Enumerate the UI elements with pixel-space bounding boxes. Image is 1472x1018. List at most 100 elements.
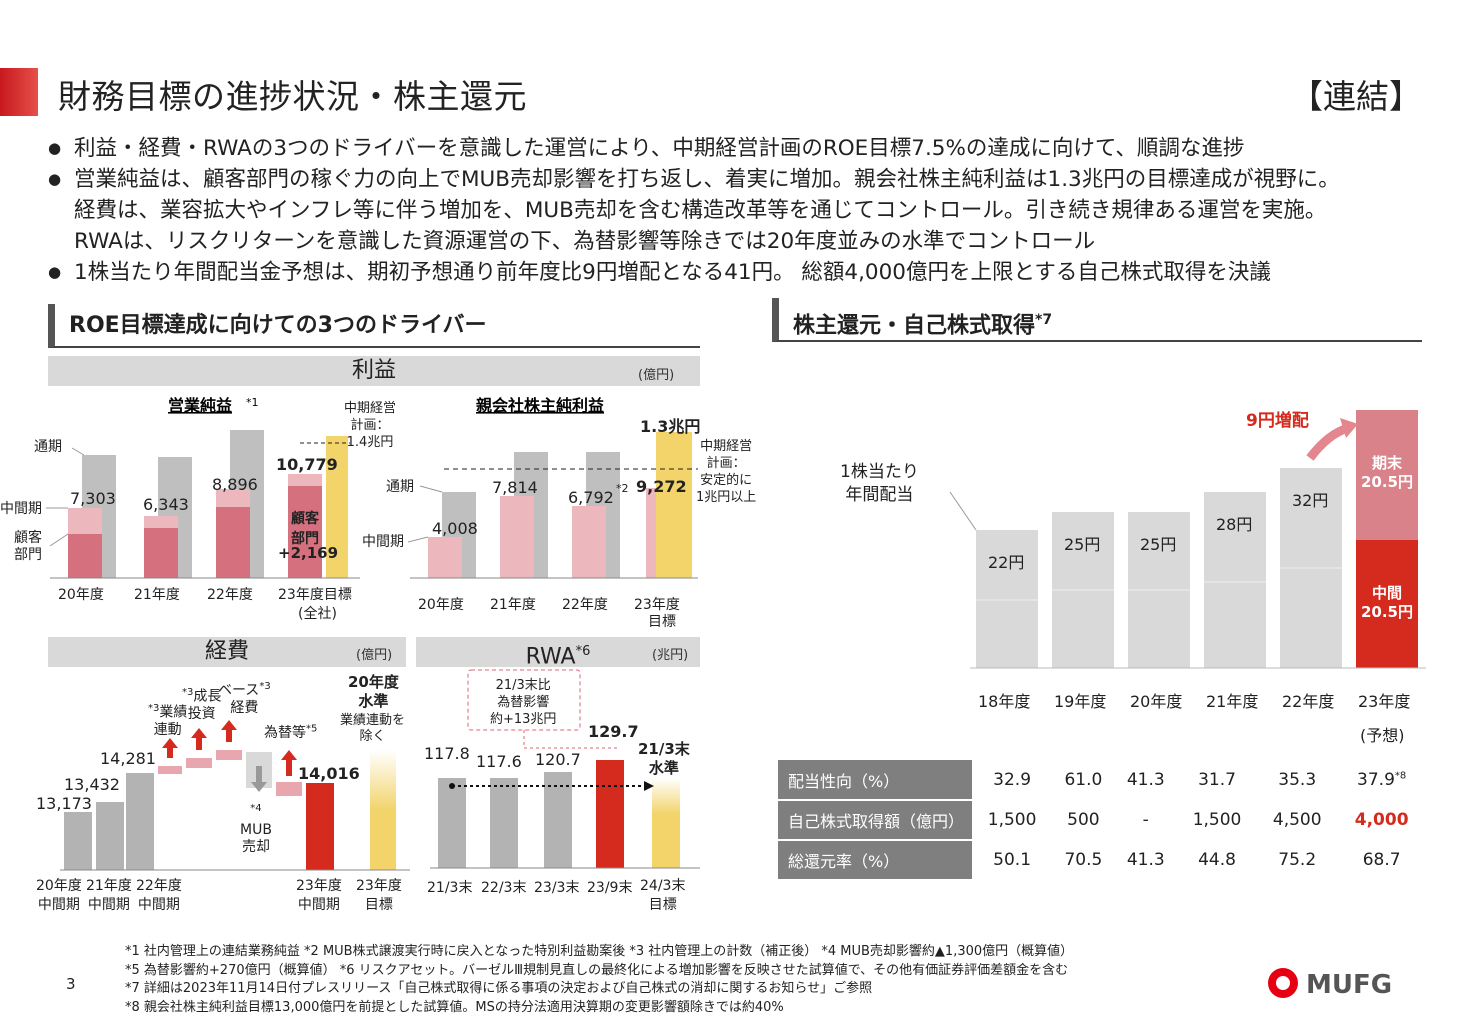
ni-cat-22: 22年度 xyxy=(562,597,608,613)
ni-bar-target xyxy=(656,432,692,578)
rwa-cat-239: 23/9末 xyxy=(587,880,633,896)
dps-chart xyxy=(949,410,1426,669)
table-cell-highlight: 4,000 xyxy=(1337,800,1426,841)
exp-bar-target xyxy=(370,750,396,870)
exp-cat-target: 23年度 目標 xyxy=(356,878,402,913)
dps-label-leader xyxy=(949,491,977,531)
ni-cat-23b: 目標 xyxy=(648,614,676,630)
table-cell: 1,500 xyxy=(972,800,1053,841)
ni-leader-full xyxy=(419,485,443,493)
exp-cat-20: 20年度 中間期 xyxy=(36,878,82,913)
op-val-22: 8,896 xyxy=(212,475,258,494)
table-row: 自己株式取得額（億円） 1,500 500 - 1,500 4,500 4,00… xyxy=(778,800,1426,841)
ni-fn: *2 xyxy=(616,482,629,495)
page-title: 財務目標の進捗状況・株主還元 xyxy=(58,77,527,116)
op-cat-23: 23年度目標 xyxy=(278,587,352,603)
expense-band: 経費 xyxy=(48,637,406,667)
dps-val-19: 25円 xyxy=(1064,535,1101,554)
rwa-bar-22 xyxy=(490,778,518,868)
rwa-cat-23: 23/3末 xyxy=(534,880,580,896)
dps-val-18: 22円 xyxy=(988,553,1025,572)
rwa-unit: (兆円) xyxy=(652,648,689,663)
right-section-title: 株主還元・自己株式取得*7 xyxy=(772,298,1422,342)
table-cell: - xyxy=(1114,800,1177,841)
dps-year-23: 23年度 xyxy=(1358,692,1411,711)
op-bar-cust-20 xyxy=(68,534,102,578)
exp-arrow-fx xyxy=(281,750,297,776)
footnote-2: *5 為替影響約+270億円（概算値） *6 リスクアセット。バーゼルⅢ規制見直… xyxy=(125,962,1069,978)
exp-target: 20年度 水準 xyxy=(348,673,399,710)
op-val-21: 6,343 xyxy=(143,495,189,514)
exp-val-22: 14,281 xyxy=(100,749,156,768)
op-label-half: 中間期 xyxy=(0,501,42,517)
exp-cat-21: 21年度 中間期 xyxy=(86,878,132,913)
table-row-header: 自己株式取得額（億円） xyxy=(778,800,972,841)
rwa-bar-23 xyxy=(544,772,572,868)
profit-unit: (億円) xyxy=(638,368,675,383)
table-cell: 44.8 xyxy=(1176,840,1258,881)
table-cell: 4,500 xyxy=(1257,800,1338,841)
dps-bar-23-interim xyxy=(1356,540,1418,668)
exp-cat-22: 22年度 中間期 xyxy=(136,878,182,913)
bullet-1: 利益・経費・RWAの3つのドライバーを意識した運営により、中期経営計画のROE目… xyxy=(46,133,1446,164)
table-cell: 70.5 xyxy=(1052,840,1115,881)
bullet-2-cont-b: RWAは、リスクリターンを意識した資源運営の下、為替影響等除きでは20年度並みの… xyxy=(74,229,1096,254)
dps-year-22: 22年度 xyxy=(1282,692,1335,711)
rwa-val-239: 129.7 xyxy=(588,722,639,741)
op-profit-chart: 営業純益 *1 xyxy=(46,396,360,579)
table-cell: 1,500 xyxy=(1176,800,1258,841)
op-cat-22: 22年度 xyxy=(207,587,253,603)
right-title-fn: *7 xyxy=(1035,312,1053,328)
rwa-cat-22: 22/3末 xyxy=(481,880,527,896)
op-bar-target xyxy=(326,436,348,578)
exp-step-mub-label: *4 MUB 売却 xyxy=(240,803,272,855)
table-cell: 68.7 xyxy=(1337,840,1426,881)
op-label-cust: 顧客 部門 xyxy=(14,530,42,563)
ni-chart: 親会社株主純利益 xyxy=(407,396,698,579)
profit-band: 利益 xyxy=(48,356,700,386)
ni-cat-23: 23年度 xyxy=(634,597,680,613)
table-cell: 41.3 xyxy=(1114,760,1177,801)
dps-val-21: 28円 xyxy=(1216,515,1253,534)
op-title: 営業純益 xyxy=(168,396,232,415)
op-cat-21: 21年度 xyxy=(134,587,180,603)
bullet-2: 営業純益は、顧客部門の稼ぐ力の向上でMUB売却影響を打ち返し、着実に増加。親会社… xyxy=(46,164,1446,195)
mufg-logo: MUFG xyxy=(1266,966,1406,1000)
dps-increase-arrowhead xyxy=(1340,418,1358,438)
ni-cat-20: 20年度 xyxy=(418,597,464,613)
op-label-full: 通期 xyxy=(34,439,62,455)
dps-interim-label: 中間 20.5円 xyxy=(1360,584,1413,621)
page-tag: 【連結】 xyxy=(1290,77,1422,116)
ni-label-half: 中間期 xyxy=(362,534,404,550)
expense-chart xyxy=(60,720,410,871)
dps-forecast: (予想) xyxy=(1360,726,1405,745)
exp-bar-20 xyxy=(64,812,92,870)
dps-bar-18 xyxy=(976,530,1038,668)
footnote-1: *1 社内管理上の連結業務純益 *2 MUB株式譲渡実行時に戻入となった特別利益… xyxy=(125,944,1074,959)
bullet-2-cont-a: 経費は、業容拡大やインフレ等に伴う増加を、MUB売却を含む構造改革等を通じてコン… xyxy=(74,198,1327,223)
footnote-4: *8 親会社株主純利益目標13,000億円を前提とした試算値。MSの持分法適用決… xyxy=(125,999,784,1015)
exp-val-21: 13,432 xyxy=(64,775,120,794)
dps-bar-21 xyxy=(1204,492,1266,668)
op-leader-full xyxy=(71,447,85,456)
rwa-val-23: 120.7 xyxy=(535,750,581,769)
exp-step-growth xyxy=(186,758,212,768)
expense-unit: (億円) xyxy=(356,648,393,663)
dps-bar-23-final xyxy=(1356,410,1418,540)
footnotes: *1 社内管理上の連結業務純益 *2 MUB株式譲渡実行時に戻入となった特別利益… xyxy=(125,943,1073,1017)
op-val-23: 10,779 xyxy=(276,455,338,474)
table-row-header: 総還元率（%） xyxy=(778,840,972,881)
ni-val-22: 6,792 xyxy=(568,488,614,507)
right-title-text: 株主還元・自己株式取得 xyxy=(793,313,1036,339)
dps-label: 1株当たり 年間配当 xyxy=(840,462,919,505)
exp-arrow-perf xyxy=(162,738,178,758)
ni-val-23: 9,272 xyxy=(636,477,687,496)
rwa-val-21: 117.8 xyxy=(424,744,470,763)
ni-leader-half xyxy=(407,536,429,543)
summary-bullets: 利益・経費・RWAの3つのドライバーを意識した運営により、中期経営計画のROE目… xyxy=(46,133,1446,288)
rwa-val-22: 117.6 xyxy=(476,752,522,771)
ni-plan-note: 中期経営 計画： 安定的に 1兆円以上 xyxy=(696,439,757,505)
dps-year-21: 21年度 xyxy=(1206,692,1259,711)
rwa-bar-21 xyxy=(438,778,466,868)
rwa-note-box xyxy=(467,669,581,731)
